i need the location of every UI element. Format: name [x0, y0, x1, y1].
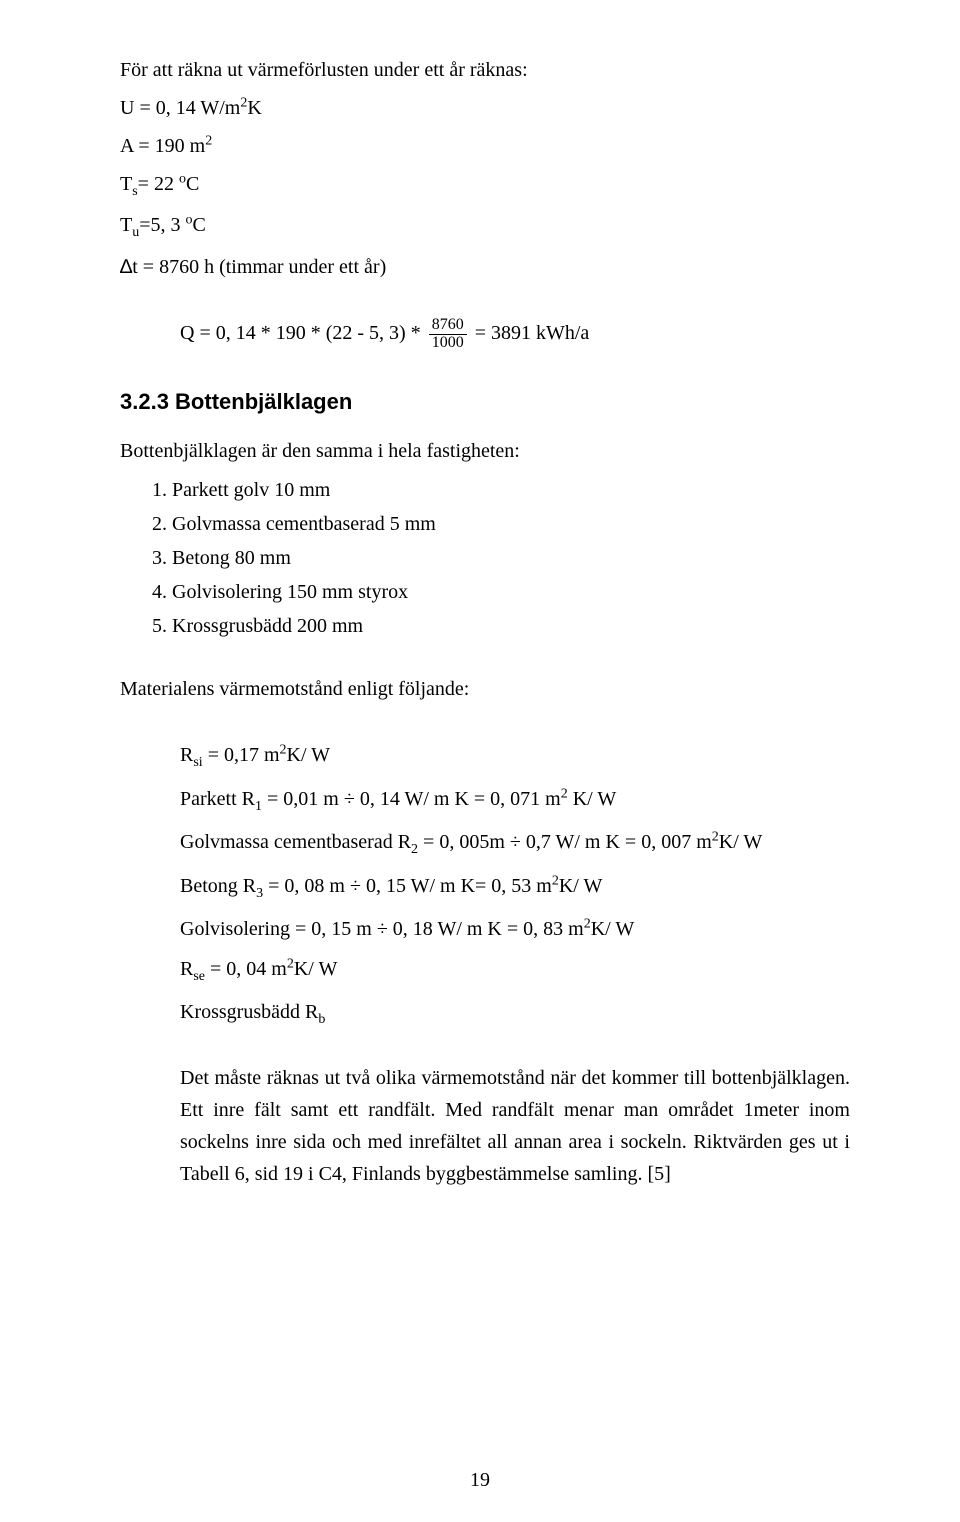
rse-exp: 2 — [287, 956, 294, 971]
r2-sub: 2 — [411, 842, 418, 857]
rsi-sub: si — [193, 755, 202, 770]
document-page: För att räkna ut värmeförlusten under et… — [0, 0, 960, 1522]
layer-list: Parkett golv 10 mm Golvmassa cementbaser… — [144, 473, 850, 643]
r3-val: = 0, 08 m ÷ 0, 15 W/ m K= 0, 53 m — [263, 875, 552, 897]
rb-pre: Krossgrusbädd R — [180, 1001, 318, 1023]
rse-val: = 0, 04 m — [205, 958, 287, 980]
rse-line: Rse = 0, 04 m2K/ W — [180, 953, 850, 988]
r4-pre: Golvisolering = 0, 15 m ÷ 0, 18 W/ m K =… — [180, 918, 584, 940]
rsi-pre: R — [180, 744, 193, 766]
value-ts: Ts= 22 oC — [120, 168, 850, 203]
q-rhs: = 3891 kWh/a — [470, 322, 590, 344]
q-fraction: 87601000 — [429, 317, 467, 352]
a-exp: 2 — [205, 133, 212, 148]
rse-sub: se — [193, 969, 205, 984]
intro-text: För att räkna ut värmeförlusten under et… — [120, 54, 850, 86]
r3-tail: K/ W — [559, 875, 603, 897]
q-formula: Q = 0, 14 * 190 * (22 - 5, 3) * 87601000… — [180, 317, 850, 352]
q-lhs: Q = 0, 14 * 190 * (22 - 5, 3) * — [180, 322, 426, 344]
r1-exp: 2 — [561, 786, 568, 801]
list-item: Betong 80 mm — [172, 541, 850, 575]
value-dt: ∆t = 8760 h (timmar under ett år) — [120, 251, 850, 283]
tu-pre: T — [120, 214, 132, 236]
r4-tail: K/ W — [591, 918, 635, 940]
r2-mid: = 0, 005m ÷ 0,7 W/ m K = 0, 007 m — [418, 831, 712, 853]
r1-sub: 1 — [255, 799, 262, 814]
rsi-tail: K/ W — [287, 744, 331, 766]
page-number: 19 — [0, 1469, 960, 1492]
dt-text: t = 8760 h (timmar under ett år) — [132, 256, 386, 278]
tu-unit: C — [193, 214, 206, 236]
value-a: A = 190 m2 — [120, 130, 850, 162]
closing-paragraph: Det måste räknas ut två olika värmemotst… — [180, 1062, 850, 1190]
tu-deg: o — [186, 213, 193, 228]
list-item: Krossgrusbädd 200 mm — [172, 609, 850, 643]
u-tail: K — [247, 97, 261, 119]
value-tu: Tu=5, 3 oC — [120, 209, 850, 244]
r3-pre: Betong R — [180, 875, 256, 897]
r1-pre: Parkett R — [180, 788, 255, 810]
r-values-block: Rsi = 0,17 m2K/ W Parkett R1 = 0,01 m ÷ … — [180, 739, 850, 1189]
section-intro: Bottenbjälklagen är den samma i hela fas… — [120, 435, 850, 467]
ts-pre: T — [120, 173, 132, 195]
r2-line: Golvmassa cementbaserad R2 = 0, 005m ÷ 0… — [180, 826, 850, 861]
rsi-line: Rsi = 0,17 m2K/ W — [180, 739, 850, 774]
rsi-exp: 2 — [280, 743, 287, 758]
list-item: Golvmassa cementbaserad 5 mm — [172, 507, 850, 541]
r2-exp: 2 — [712, 830, 719, 845]
r3-exp: 2 — [552, 873, 559, 888]
r4-line: Golvisolering = 0, 15 m ÷ 0, 18 W/ m K =… — [180, 913, 850, 945]
r3-line: Betong R3 = 0, 08 m ÷ 0, 15 W/ m K= 0, 5… — [180, 870, 850, 905]
list-item: Parkett golv 10 mm — [172, 473, 850, 507]
rb-sub: b — [318, 1012, 325, 1027]
tu-val: =5, 3 — [139, 214, 185, 236]
rse-pre: R — [180, 958, 193, 980]
r1-line: Parkett R1 = 0,01 m ÷ 0, 14 W/ m K = 0, … — [180, 783, 850, 818]
q-frac-den: 1000 — [429, 335, 467, 352]
rsi-val: = 0,17 m — [203, 744, 280, 766]
r2-tail: K/ W — [719, 831, 763, 853]
r1-val: = 0,01 m ÷ 0, 14 W/ m K = 0, 071 m — [262, 788, 561, 810]
r1-tail: K/ W — [568, 788, 617, 810]
list-item: Golvisolering 150 mm styrox — [172, 575, 850, 609]
r2-pre: Golvmassa cementbaserad R — [180, 831, 411, 853]
value-u: U = 0, 14 W/m2K — [120, 92, 850, 124]
dt-sym: ∆ — [120, 256, 132, 278]
q-frac-num: 8760 — [429, 317, 467, 335]
u-text: U = 0, 14 W/m — [120, 97, 240, 119]
ts-unit: C — [186, 173, 199, 195]
material-intro: Materialens värmemotstånd enligt följand… — [120, 673, 850, 705]
r4-exp: 2 — [584, 916, 591, 931]
rse-tail: K/ W — [294, 958, 338, 980]
rb-line: Krossgrusbädd Rb — [180, 996, 850, 1031]
section-heading: 3.2.3 Bottenbjälklagen — [120, 389, 850, 415]
ts-val: = 22 — [138, 173, 179, 195]
a-text: A = 190 m — [120, 135, 205, 157]
ts-deg: o — [179, 171, 186, 186]
